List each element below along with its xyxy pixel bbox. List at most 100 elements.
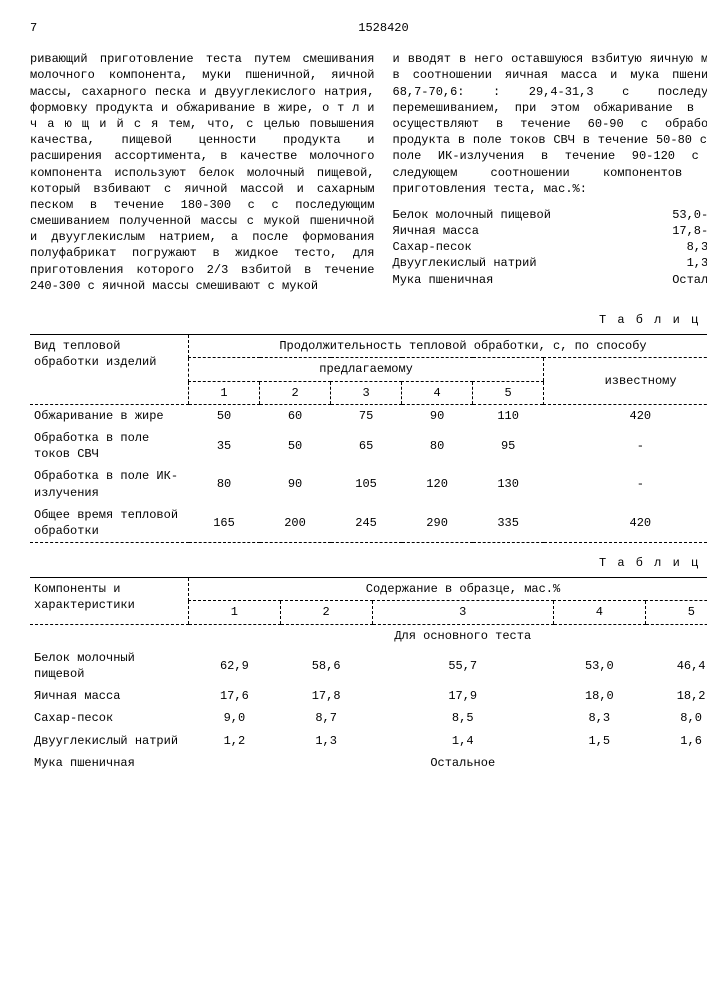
table2-caption: Т а б л и ц а 2: [30, 555, 707, 571]
left-column: ривающий приготовление теста путем смеши…: [30, 51, 375, 294]
t1-cell: 200: [260, 504, 331, 543]
t2-cell: 1,2: [189, 730, 281, 752]
t1-cell: 50: [260, 427, 331, 465]
t2-mainhdr: Содержание в образце, мас.%: [189, 578, 707, 601]
t2-cell: 17,9: [372, 685, 553, 707]
ingredient-value: 1,3-1,5: [687, 255, 707, 271]
t1-cell: 290: [402, 504, 473, 543]
ingredient-value: Остальное: [672, 272, 707, 288]
t2-label: Сахар-песок: [30, 707, 189, 729]
t2-cell: 46,4: [645, 647, 707, 685]
t1-cell: 420: [544, 404, 707, 427]
t1-cell: 90: [260, 465, 331, 503]
table1-caption: Т а б л и ц а 1: [30, 312, 707, 328]
t2-cell: 1,6: [645, 730, 707, 752]
t1-label: Обжаривание в жире: [30, 404, 189, 427]
t2-col: 4: [553, 601, 645, 624]
t1-cell: 90: [402, 404, 473, 427]
ingredient-row: Белок молочный пищевой 53,0-58,6: [393, 207, 707, 223]
t2-cell: 1,3: [280, 730, 372, 752]
body-columns: ривающий приготовление теста путем смеши…: [30, 51, 707, 294]
t1-cell: 65: [331, 427, 402, 465]
t2-cell: 8,0: [645, 707, 707, 729]
t1-cell: 105: [331, 465, 402, 503]
section-row: Для основного теста: [30, 624, 707, 647]
page-header: 7 1528420 8: [30, 20, 707, 36]
t2-cell: [189, 752, 281, 774]
t2-col: 2: [280, 601, 372, 624]
table-row: Общее время тепловой обработки1652002452…: [30, 504, 707, 543]
t1-col: 1: [189, 381, 260, 404]
t1-cell: 165: [189, 504, 260, 543]
t2-section: Для основного теста: [189, 624, 707, 647]
t2-rowhdr: Компоненты и характеристики: [30, 578, 189, 624]
ingredient-name: Мука пшеничная: [393, 272, 494, 288]
ingredient-name: Сахар-песок: [393, 239, 472, 255]
t2-col: 1: [189, 601, 281, 624]
table-1: Вид тепловой обработки изделий Продолжит…: [30, 334, 707, 543]
table-row: Обработка в поле ИК-излучения80901051201…: [30, 465, 707, 503]
t1-cell: 50: [189, 404, 260, 427]
ingredient-row: Двууглекислый натрий 1,3-1,5: [393, 255, 707, 271]
table-row: Обжаривание в жире50607590110420: [30, 404, 707, 427]
t2-cell: Остальное: [372, 752, 553, 774]
t1-cell: 95: [473, 427, 544, 465]
left-text: ривающий приготовление теста путем смеши…: [30, 51, 375, 294]
table-row: Двууглекислый натрий1,21,31,41,51,6: [30, 730, 707, 752]
ingredient-value: 53,0-58,6: [672, 207, 707, 223]
t2-label: Мука пшеничная: [30, 752, 189, 774]
t1-col: 3: [331, 381, 402, 404]
table-row: Обработка в поле токов СВЧ3550658095-: [30, 427, 707, 465]
t1-cell: 35: [189, 427, 260, 465]
t1-col: 2: [260, 381, 331, 404]
right-column: и вводят в него оставшуюся взбитую яичну…: [393, 51, 707, 294]
t2-cell: 18,2: [645, 685, 707, 707]
ingredient-name: Белок молочный пищевой: [393, 207, 551, 223]
t2-cell: [553, 752, 645, 774]
t2-cell: 17,8: [280, 685, 372, 707]
t1-cell: -: [544, 427, 707, 465]
t2-cell: 8,7: [280, 707, 372, 729]
t1-cell: 420: [544, 504, 707, 543]
t1-cell: 60: [260, 404, 331, 427]
t2-cell: 9,0: [189, 707, 281, 729]
t2-cell: 1,4: [372, 730, 553, 752]
t2-cell: 8,5: [372, 707, 553, 729]
t2-col: 5: [645, 601, 707, 624]
t2-label: Белок молочный пищевой: [30, 647, 189, 685]
t1-sub1: предлагаемому: [189, 358, 544, 381]
right-text: и вводят в него оставшуюся взбитую яичну…: [393, 51, 707, 197]
t1-cell: 245: [331, 504, 402, 543]
t2-cell: 58,6: [280, 647, 372, 685]
table-row: Белок молочный пищевой62,958,655,753,046…: [30, 647, 707, 685]
t1-cell: 130: [473, 465, 544, 503]
t2-cell: [645, 752, 707, 774]
table-row: Сахар-песок9,08,78,58,38,0: [30, 707, 707, 729]
t2-col: 3: [372, 601, 553, 624]
doc-number: 1528420: [358, 21, 408, 35]
t2-cell: 8,3: [553, 707, 645, 729]
t1-col: 4: [402, 381, 473, 404]
ingredient-row: Яичная масса 17,8-18,0: [393, 223, 707, 239]
t2-cell: [280, 752, 372, 774]
t1-mainhdr: Продолжительность тепловой обработки, с,…: [189, 335, 707, 358]
t2-cell: 55,7: [372, 647, 553, 685]
ingredient-row: Мука пшеничная Остальное: [393, 272, 707, 288]
t1-cell: 75: [331, 404, 402, 427]
table-row: Мука пшеничная Остальное: [30, 752, 707, 774]
ingredient-name: Яичная масса: [393, 223, 479, 239]
t1-cell: 335: [473, 504, 544, 543]
t1-rowhdr: Вид тепловой обработки изделий: [30, 335, 189, 405]
t2-cell: 17,6: [189, 685, 281, 707]
t1-label: Общее время тепловой обработки: [30, 504, 189, 543]
t1-cell: -: [544, 465, 707, 503]
t1-label: Обработка в поле токов СВЧ: [30, 427, 189, 465]
t2-label: Яичная масса: [30, 685, 189, 707]
ingredient-name: Двууглекислый натрий: [393, 255, 537, 271]
ingredients-list: Белок молочный пищевой 53,0-58,6 Яичная м…: [393, 207, 707, 288]
t1-col: 5: [473, 381, 544, 404]
t2-cell: 62,9: [189, 647, 281, 685]
table-2: Компоненты и характеристики Содержание в…: [30, 577, 707, 774]
ingredient-value: 17,8-18,0: [672, 223, 707, 239]
t2-cell: 1,5: [553, 730, 645, 752]
